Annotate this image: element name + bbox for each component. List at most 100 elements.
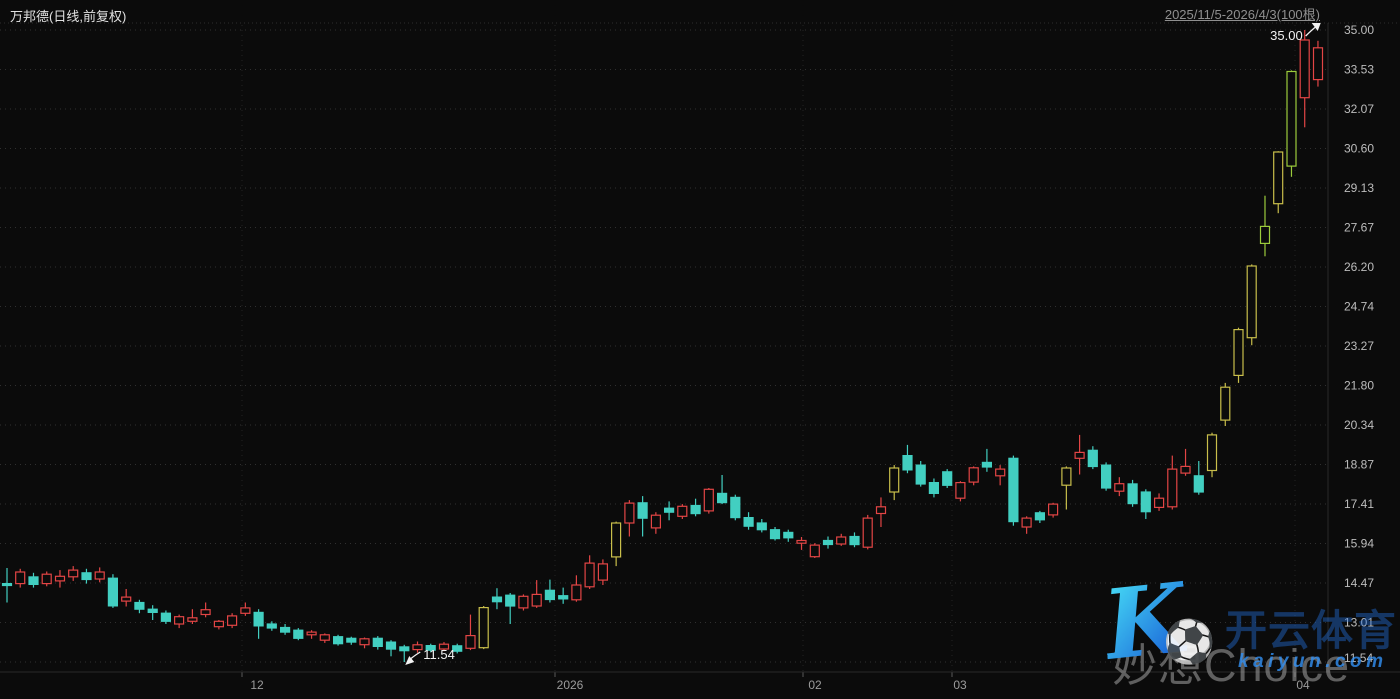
candle: [478, 606, 489, 650]
candle: [15, 568, 26, 588]
x-axis-label: 02: [808, 678, 822, 692]
candle: [703, 488, 714, 514]
y-axis-label: 13.01: [1344, 616, 1374, 630]
candle: [174, 614, 185, 629]
y-axis-label: 14.47: [1344, 576, 1374, 590]
candle: [677, 504, 688, 519]
y-axis-label: 29.13: [1344, 181, 1374, 195]
candle: [1180, 448, 1191, 476]
candle: [1021, 516, 1032, 534]
low-annotation-label: 11.54: [423, 647, 455, 662]
candle: [796, 537, 807, 550]
candle: [902, 444, 913, 474]
candle: [1087, 446, 1098, 470]
y-axis-label: 23.27: [1344, 339, 1374, 353]
candle: [1286, 70, 1297, 177]
candle: [624, 500, 635, 537]
candle: [1153, 493, 1165, 511]
date-range-label[interactable]: 2025/11/5-2026/4/3(100根): [1164, 7, 1320, 22]
candle: [743, 512, 754, 530]
candle: [425, 643, 436, 653]
y-axis-label: 20.34: [1344, 418, 1374, 432]
y-axis-label: 32.07: [1344, 102, 1374, 116]
candle: [769, 527, 781, 541]
candle: [1, 568, 13, 603]
candle: [346, 636, 357, 645]
choice-watermark: 妙想Choice: [1112, 640, 1351, 691]
candle: [28, 572, 39, 588]
x-axis-label: 04: [1296, 678, 1310, 692]
candle: [862, 514, 873, 550]
candle: [227, 613, 238, 629]
candle: [280, 624, 291, 635]
candle: [505, 593, 516, 624]
candle: [544, 579, 556, 603]
x-axis-label: 03: [953, 678, 967, 692]
candle: [107, 574, 119, 608]
candle: [1127, 479, 1138, 507]
candle: [54, 570, 66, 588]
candle: [531, 580, 542, 608]
y-axis-label: 15.94: [1344, 537, 1374, 551]
high-annotation-label: 35.00: [1270, 28, 1303, 43]
y-axis-label: 26.20: [1344, 260, 1374, 274]
candle: [121, 589, 132, 607]
candle: [518, 594, 529, 611]
candle: [187, 609, 198, 624]
candle: [889, 465, 900, 501]
candle: [372, 636, 383, 650]
candle: [1034, 510, 1046, 523]
candle: [319, 633, 330, 643]
candle: [491, 588, 503, 610]
candle: [981, 448, 993, 472]
candle: [465, 614, 476, 651]
high-annotation-arrowhead: [1311, 23, 1321, 31]
candle: [1259, 195, 1271, 257]
candle: [584, 555, 595, 589]
candle: [650, 512, 662, 534]
x-axis-label: 2026: [557, 678, 584, 692]
candle: [928, 478, 940, 498]
candle: [1100, 462, 1112, 491]
candle: [968, 466, 979, 486]
y-axis-label: 24.74: [1344, 300, 1374, 314]
candle: [849, 532, 860, 548]
candle: [915, 461, 926, 487]
candle: [1273, 151, 1284, 214]
y-axis-label: 21.80: [1344, 379, 1374, 393]
candle: [1299, 30, 1310, 128]
candle: [783, 529, 794, 542]
candle: [253, 609, 264, 639]
candle: [597, 559, 609, 585]
candle: [955, 481, 966, 502]
chart-title: 万邦德(日线,前复权): [10, 9, 127, 24]
candle: [558, 587, 569, 604]
y-axis-label: 17.41: [1344, 497, 1374, 511]
candle: [1167, 455, 1178, 510]
candle: [399, 644, 410, 662]
candle: [1061, 466, 1072, 510]
candle: [1193, 461, 1204, 495]
candle: [200, 602, 211, 618]
candle: [306, 630, 317, 639]
kaiyun-watermark-url: kaiyun.com: [1238, 651, 1388, 672]
candle: [637, 496, 648, 537]
candle: [160, 610, 171, 624]
candle: [1074, 434, 1085, 475]
candle: [1140, 489, 1151, 519]
candle: [147, 605, 158, 620]
candle: [1008, 455, 1019, 526]
candle: [68, 566, 79, 581]
candle: [1312, 40, 1324, 87]
candle: [1220, 382, 1231, 426]
candle: [385, 640, 397, 657]
kaiyun-watermark-text: 开云体育: [1225, 607, 1398, 654]
candle: [1114, 477, 1125, 497]
candle: [1206, 432, 1218, 478]
y-axis-label: 27.67: [1344, 221, 1374, 235]
y-axis-label: 30.60: [1344, 142, 1374, 156]
high-annotation-arrow: [1305, 25, 1318, 37]
candle: [756, 519, 767, 533]
candle: [333, 634, 344, 646]
